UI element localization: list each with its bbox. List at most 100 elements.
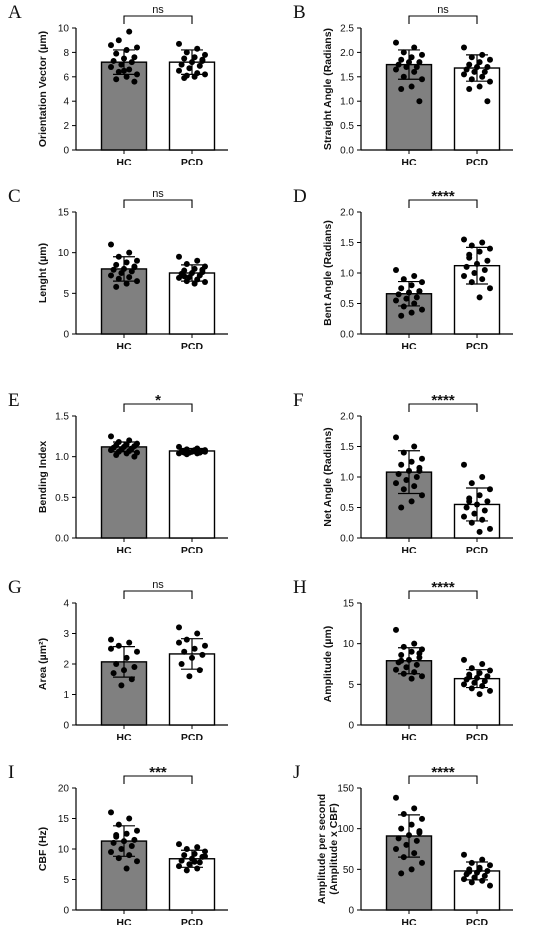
data-point [123, 830, 130, 837]
data-point [398, 461, 405, 468]
data-point [471, 874, 478, 881]
data-point [461, 513, 467, 520]
data-point [110, 57, 117, 64]
y-tick-label: 2.0 [340, 48, 354, 59]
panel-letter: C [8, 186, 21, 207]
data-point [118, 682, 125, 689]
significance-label: ns [152, 4, 164, 16]
data-point [131, 78, 138, 85]
data-point [487, 245, 493, 252]
data-point [183, 636, 190, 643]
data-point [398, 56, 405, 63]
y-tick-label: 6 [63, 72, 69, 83]
data-point [419, 51, 425, 58]
data-point [202, 642, 208, 649]
data-point [115, 642, 122, 649]
significance-bracket [123, 775, 193, 784]
data-point [487, 285, 493, 292]
data-point [186, 861, 193, 868]
data-point [398, 657, 405, 664]
data-point [400, 303, 407, 310]
data-point [463, 263, 470, 270]
y-tick-label: 100 [337, 824, 354, 835]
data-point [476, 294, 483, 301]
data-point [466, 498, 473, 505]
y-tick-label: 5 [63, 289, 69, 300]
significance-bracket [408, 403, 478, 412]
data-point [479, 661, 486, 667]
data-point [481, 266, 488, 273]
data-point [176, 443, 182, 450]
data-point [194, 630, 201, 637]
data-point [479, 856, 486, 863]
data-point [128, 268, 135, 275]
data-point [199, 651, 206, 658]
data-point [113, 661, 120, 667]
data-point [176, 863, 182, 870]
data-point [123, 73, 130, 80]
significance-label: **** [431, 392, 455, 409]
y-tick-label: 0 [63, 721, 69, 732]
y-tick-label: 0.5 [340, 299, 354, 310]
data-point [113, 50, 120, 57]
data-point [108, 64, 114, 71]
y-tick-label: 2 [63, 660, 69, 671]
data-point [398, 825, 405, 832]
data-point [110, 670, 117, 677]
data-point [398, 504, 405, 511]
data-point [461, 851, 467, 858]
data-point [484, 673, 491, 680]
data-point [393, 794, 399, 801]
data-point [411, 273, 418, 280]
significance-bracket [408, 775, 478, 784]
data-point [393, 434, 399, 441]
data-point [108, 447, 114, 454]
data-point [413, 661, 420, 668]
data-point [115, 37, 122, 44]
data-point [476, 59, 483, 66]
data-point [461, 44, 467, 51]
data-point [481, 872, 488, 879]
data-point [196, 859, 203, 866]
data-point [479, 877, 486, 884]
x-tick-label: PCD [466, 917, 489, 925]
x-tick-label: HC [116, 732, 132, 740]
data-point [411, 483, 418, 490]
data-point [413, 294, 420, 301]
data-point [481, 507, 488, 514]
data-point [194, 257, 201, 264]
data-point [202, 848, 208, 855]
data-point [411, 300, 418, 307]
chart-svg: 0.0 0.5 1.0 1.5 2.0 Net Angle (Radians) HC PCD *… [322, 392, 513, 553]
y-axis-label: Straight Angle (Radians) [322, 28, 334, 150]
data-point [484, 498, 491, 505]
y-tick-label: 10 [343, 639, 355, 650]
y-tick-label: 1.5 [55, 412, 69, 423]
y-tick-label: 10 [58, 248, 70, 259]
data-point [411, 805, 418, 812]
data-point [403, 841, 410, 848]
y-tick-label: 1.0 [340, 97, 354, 108]
data-point [408, 675, 415, 682]
panel-letter: H [293, 577, 307, 598]
data-point [416, 467, 423, 474]
y-tick-label: 10 [58, 24, 70, 35]
data-point [400, 811, 407, 818]
data-point [194, 844, 201, 851]
data-point [126, 639, 133, 646]
significance-bracket [123, 590, 193, 599]
data-point [178, 857, 185, 864]
data-point [487, 56, 493, 63]
data-point [115, 275, 122, 282]
data-point [134, 858, 140, 865]
data-point [131, 263, 138, 270]
data-point [131, 836, 138, 843]
data-point [202, 448, 208, 455]
data-point [471, 679, 478, 686]
data-point [398, 870, 405, 877]
y-axis-label: Lenght (µm) [37, 243, 49, 303]
significance-label: **** [431, 188, 455, 205]
data-point [419, 76, 425, 83]
data-point [466, 868, 473, 875]
data-point [113, 452, 120, 459]
